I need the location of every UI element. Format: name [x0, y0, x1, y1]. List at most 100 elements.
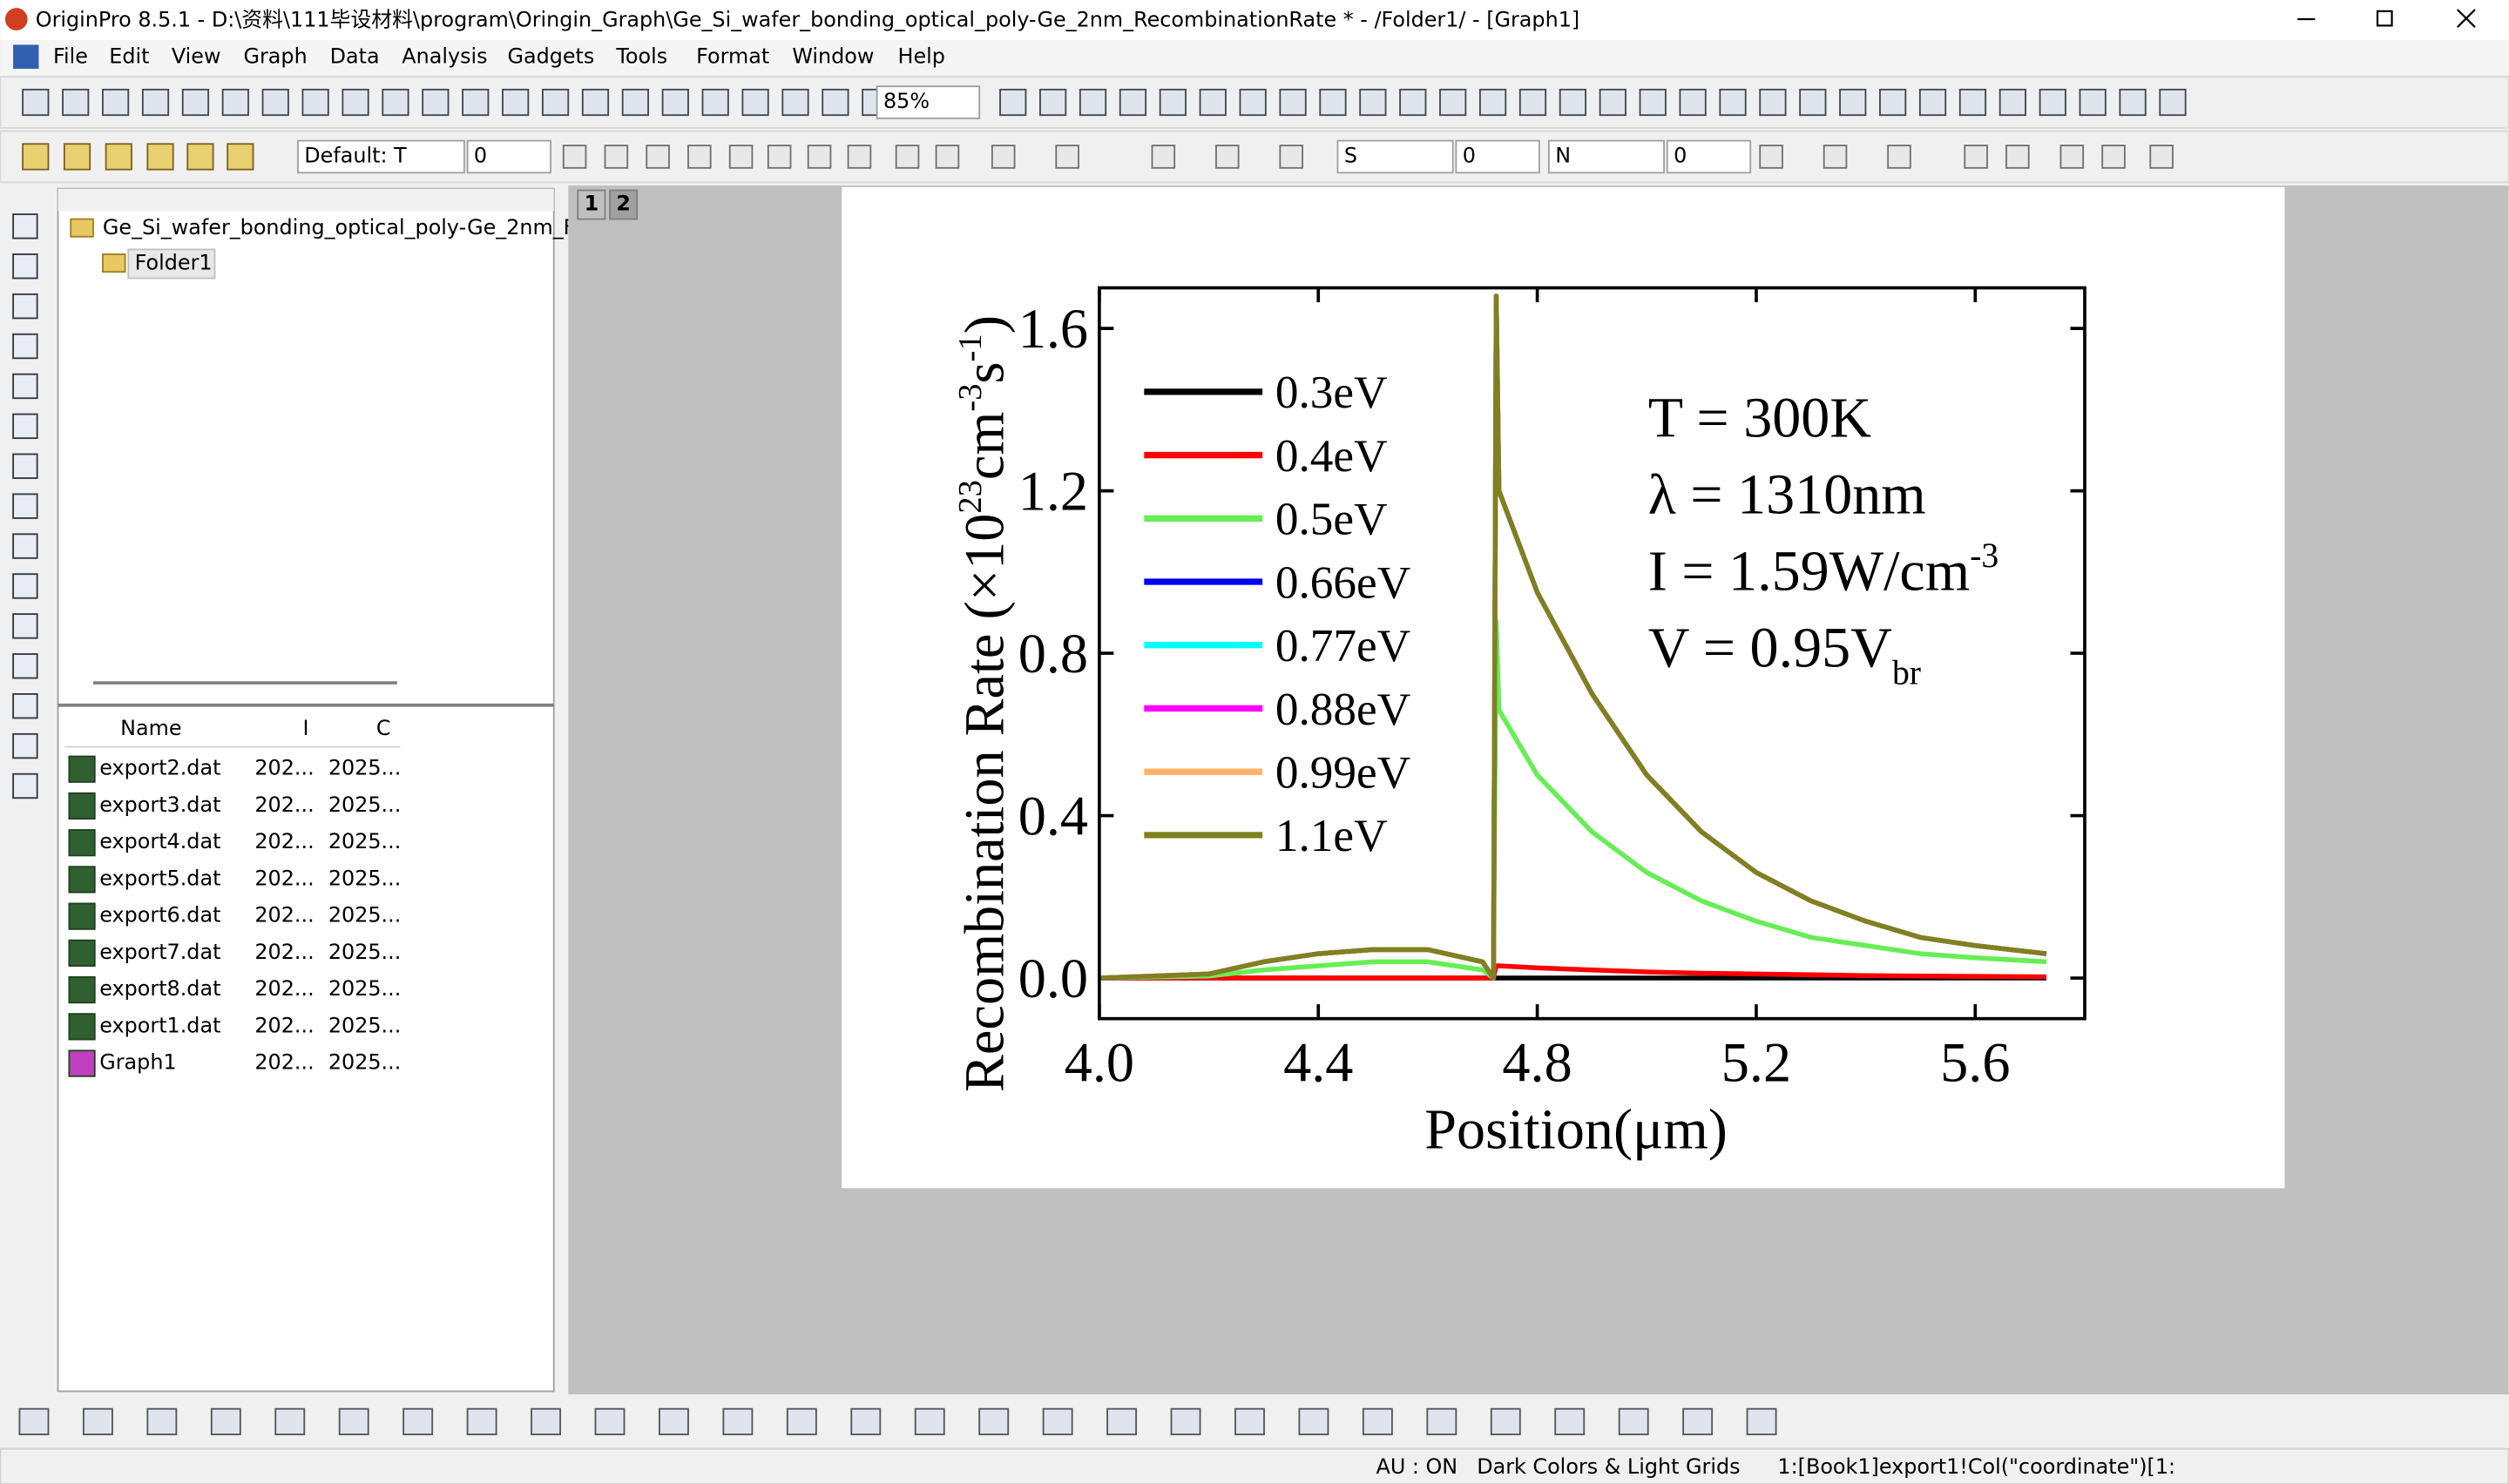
tool-button[interactable]: [82, 1407, 113, 1435]
tool-button[interactable]: [12, 692, 38, 719]
toolbar-button[interactable]: [1799, 88, 1827, 117]
tool-button[interactable]: [12, 333, 38, 360]
toolbar-button[interactable]: [767, 145, 792, 169]
file-modified[interactable]: 202...: [254, 866, 314, 890]
menu-item[interactable]: Help: [898, 44, 945, 69]
file-created[interactable]: 2025...: [328, 829, 401, 853]
tool-button[interactable]: [1362, 1407, 1393, 1435]
tool-button[interactable]: [1554, 1407, 1586, 1435]
toolbar-button[interactable]: [2119, 88, 2147, 117]
toolbar-button[interactable]: [22, 143, 50, 171]
toolbar-button[interactable]: [462, 88, 490, 117]
toolbar-button[interactable]: [935, 145, 960, 169]
toolbar-button[interactable]: [1439, 88, 1467, 117]
toolbar-button[interactable]: [502, 88, 530, 117]
tool-button[interactable]: [402, 1407, 434, 1435]
toolbar-button[interactable]: [701, 88, 729, 117]
page-tab-label[interactable]: 2: [616, 192, 631, 216]
column-header[interactable]: Name: [120, 716, 181, 740]
toolbar-button[interactable]: [646, 145, 670, 169]
file-name[interactable]: export1.dat: [99, 1013, 220, 1037]
column-header[interactable]: C: [376, 716, 391, 740]
file-modified[interactable]: 202...: [254, 1050, 314, 1075]
tool-button[interactable]: [1234, 1407, 1265, 1435]
file-modified[interactable]: 202...: [254, 793, 314, 817]
toolbar-button[interactable]: [1839, 88, 1867, 117]
tool-button[interactable]: [338, 1407, 369, 1435]
toolbar-button[interactable]: [1823, 145, 1848, 169]
tool-button[interactable]: [12, 533, 38, 559]
tool-button[interactable]: [914, 1407, 945, 1435]
column-header[interactable]: I: [302, 716, 308, 740]
toolbar-button[interactable]: [1918, 88, 1947, 117]
toolbar-button[interactable]: [1079, 88, 1107, 117]
tool-button[interactable]: [466, 1407, 497, 1435]
tool-button[interactable]: [12, 373, 38, 400]
tool-button[interactable]: [12, 213, 38, 239]
tool-button[interactable]: [12, 573, 38, 599]
toolbar-button[interactable]: [22, 88, 50, 117]
menu-item[interactable]: Graph: [244, 44, 308, 69]
menu-item[interactable]: Edit: [109, 44, 149, 69]
toolbar-button[interactable]: [1039, 88, 1067, 117]
toolbar-button[interactable]: [2079, 88, 2107, 117]
combo-box[interactable]: [297, 139, 465, 174]
toolbar-button[interactable]: [2005, 145, 2030, 169]
toolbar-button[interactable]: [621, 88, 649, 117]
toolbar-button[interactable]: [2159, 88, 2187, 117]
tool-button[interactable]: [1490, 1407, 1521, 1435]
toolbar-button[interactable]: [562, 145, 587, 169]
toolbar-button[interactable]: [181, 88, 210, 117]
toolbar-button[interactable]: [146, 143, 174, 171]
toolbar-button[interactable]: [1599, 88, 1626, 117]
toolbar-button[interactable]: [1279, 145, 1304, 169]
menu-item[interactable]: Tools: [615, 44, 667, 69]
combo-value[interactable]: 85%: [883, 89, 930, 113]
menu-item[interactable]: Analysis: [402, 44, 487, 69]
toolbar-button[interactable]: [2101, 145, 2126, 169]
toolbar-button[interactable]: [342, 88, 369, 117]
window-controls[interactable]: [2297, 9, 2476, 28]
menu-item[interactable]: Data: [330, 44, 380, 69]
file-name[interactable]: export3.dat: [99, 793, 220, 817]
tool-button[interactable]: [1426, 1407, 1457, 1435]
menu-item[interactable]: Gadgets: [507, 44, 594, 69]
file-created[interactable]: 2025...: [328, 940, 401, 964]
combo-value[interactable]: Default: T: [304, 143, 407, 167]
combo-value[interactable]: S: [1344, 143, 1357, 167]
toolbar-button[interactable]: [1679, 88, 1707, 117]
tool-button[interactable]: [1298, 1407, 1329, 1435]
file-modified[interactable]: 202...: [254, 903, 314, 928]
tool-button[interactable]: [12, 732, 38, 759]
toolbar-button[interactable]: [62, 88, 90, 117]
tool-button[interactable]: [978, 1407, 1010, 1435]
toolbar-button[interactable]: [687, 145, 712, 169]
file-name[interactable]: export4.dat: [99, 829, 220, 853]
menu-item[interactable]: File: [53, 44, 88, 69]
menu-item[interactable]: Window: [792, 44, 874, 69]
toolbar-button[interactable]: [102, 88, 130, 117]
toolbar-button[interactable]: [1055, 145, 1079, 169]
toolbar-button[interactable]: [2059, 145, 2085, 169]
toolbar-button[interactable]: [1478, 88, 1507, 117]
file-name[interactable]: export8.dat: [99, 976, 220, 1001]
tool-button[interactable]: [274, 1407, 306, 1435]
combo-value[interactable]: N: [1555, 143, 1571, 167]
toolbar-button[interactable]: [2149, 145, 2174, 169]
toolbar-button[interactable]: [847, 145, 872, 169]
file-name[interactable]: export5.dat: [99, 866, 220, 890]
file-created[interactable]: 2025...: [328, 1050, 401, 1075]
combo-value[interactable]: 0: [1463, 143, 1476, 167]
toolbar-button[interactable]: [1639, 88, 1667, 117]
toolbar-button[interactable]: [186, 143, 214, 171]
combo-box[interactable]: [466, 139, 551, 174]
toolbar-button[interactable]: [301, 88, 329, 117]
tool-button[interactable]: [12, 413, 38, 440]
tool-button[interactable]: [531, 1407, 562, 1435]
combo-value[interactable]: 0: [1674, 143, 1687, 167]
toolbar-button[interactable]: [227, 143, 254, 171]
tool-button[interactable]: [1746, 1407, 1777, 1435]
toolbar-button[interactable]: [1879, 88, 1907, 117]
toolbar-button[interactable]: [1759, 88, 1787, 117]
toolbar-button[interactable]: [1151, 145, 1176, 169]
